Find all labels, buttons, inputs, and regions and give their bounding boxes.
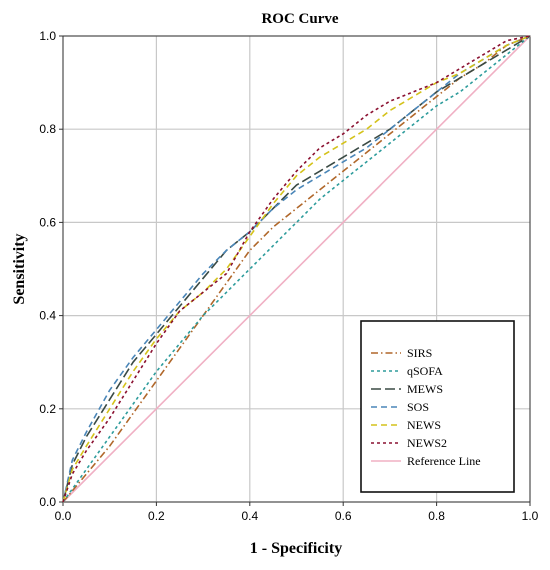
series-line-mews bbox=[62, 35, 531, 503]
plot-frame bbox=[62, 35, 531, 503]
x-axis-title: 1 - Specificity bbox=[250, 540, 342, 557]
x-tick-label: 0.2 bbox=[148, 509, 165, 523]
series-lines bbox=[62, 35, 531, 503]
x-tick-label: 0.8 bbox=[428, 509, 445, 523]
y-tick-label: 0.0 bbox=[39, 495, 56, 509]
legend: SIRS qSOFA MEWS SOS NEWS NEWS2 Reference Line bbox=[360, 320, 515, 493]
legend-label: SOS bbox=[407, 400, 429, 414]
series-line-qsofa bbox=[62, 35, 531, 503]
series-line-news2 bbox=[62, 35, 531, 503]
y-tick-label: 0.4 bbox=[39, 309, 56, 323]
legend-label: Reference Line bbox=[407, 454, 481, 468]
y-tick-label: 0.2 bbox=[39, 402, 56, 416]
y-tick-label: 0.8 bbox=[39, 122, 56, 136]
chart-title: ROC Curve bbox=[261, 11, 338, 27]
series-line-sos bbox=[62, 35, 531, 503]
legend-label: NEWS bbox=[407, 418, 441, 432]
y-axis-title: Sensitivity bbox=[11, 233, 28, 304]
series-line-reference-line bbox=[62, 35, 531, 503]
legend-label: SIRS bbox=[407, 346, 432, 360]
x-tick-label: 0.0 bbox=[55, 509, 72, 523]
y-tick-label: 0.6 bbox=[39, 215, 56, 229]
x-tick-label: 0.4 bbox=[241, 509, 258, 523]
legend-label: MEWS bbox=[407, 382, 443, 396]
x-tick-label: 0.6 bbox=[335, 509, 352, 523]
legend-label: NEWS2 bbox=[407, 436, 447, 450]
axes: 0.0 0.2 0.4 0.6 0.8 1.0 0.0 0.2 0.4 0.6 0.8 1.0 bbox=[39, 29, 538, 523]
x-tick-label: 1.0 bbox=[522, 509, 539, 523]
series-line-sirs bbox=[62, 35, 531, 503]
legend-label: qSOFA bbox=[407, 364, 443, 378]
y-tick-label: 1.0 bbox=[39, 29, 56, 43]
